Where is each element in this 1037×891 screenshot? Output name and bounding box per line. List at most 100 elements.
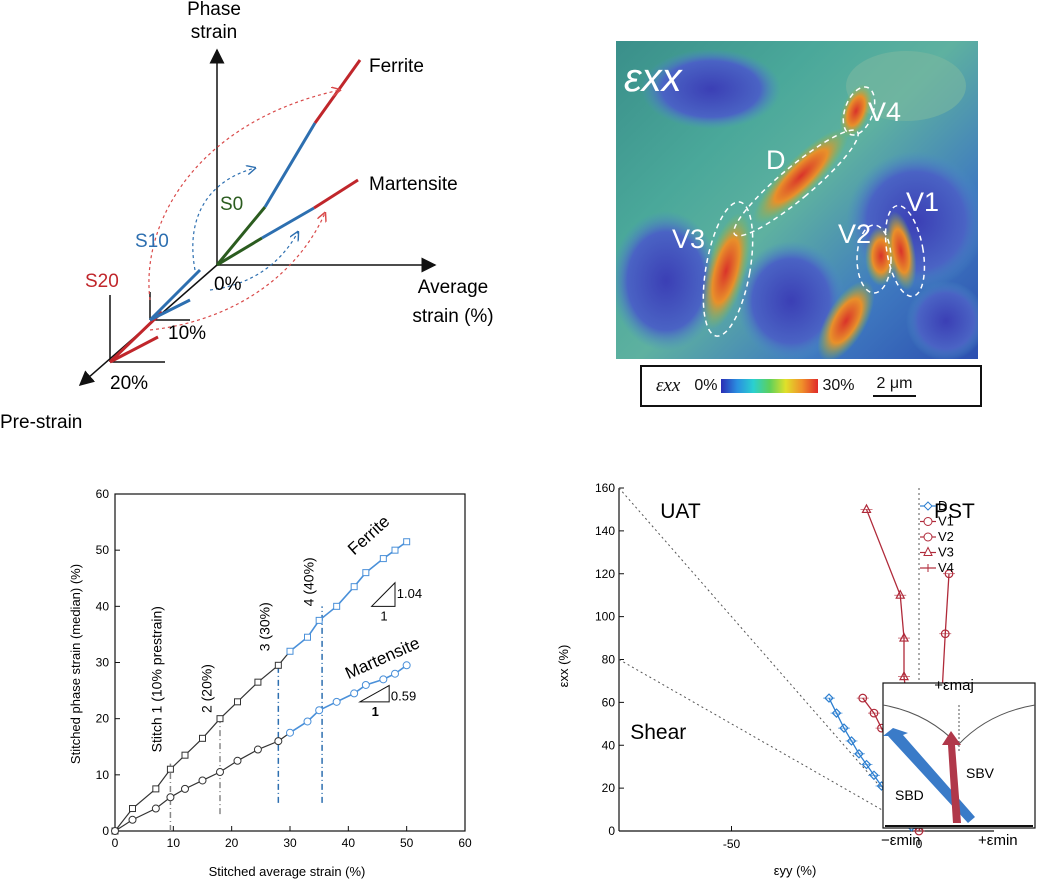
slope-value-ferrite: 1.04	[397, 586, 422, 601]
schematic-svg: Phase strain Average strain (%) Pre-stra…	[0, 0, 494, 433]
bl-x-tick-label: 30	[283, 836, 297, 850]
data-point-d	[854, 748, 864, 759]
region-label: UAT	[660, 500, 701, 523]
bl-series-label-ferrite: Ferrite	[344, 512, 393, 559]
data-point-ferrite	[333, 602, 341, 610]
data-point-ferrite	[391, 546, 399, 554]
br-x-tick-label: -50	[723, 837, 741, 851]
colorbar-max-label: 30%	[822, 377, 855, 394]
inset-arrow-label-v: SBV	[966, 765, 995, 781]
label-s20: S20	[85, 271, 119, 292]
bl-y-tick-label: 0	[102, 824, 109, 838]
data-point-d	[861, 759, 872, 770]
data-point-martensite	[111, 827, 119, 835]
bl-x-tick-label: 50	[400, 836, 414, 850]
data-point-v3	[899, 670, 909, 681]
bl-y-tick-label: 20	[96, 712, 110, 726]
data-point-d	[839, 723, 849, 733]
stitched-strain-chart: 0 10 20 30 40 50 60 0 10 20 30 40 50 60 Ferrite Martens…	[60, 478, 480, 886]
br-y-tick-label: 0	[608, 824, 615, 838]
inset-right-label: +εmin	[978, 832, 1018, 849]
scale-bar-label: 2 μm	[872, 375, 917, 397]
data-point-martensite	[233, 756, 242, 765]
br-y-tick-label: 120	[595, 567, 615, 581]
uat-reference-line	[618, 487, 920, 832]
slope-value-martensite: 0.59	[391, 689, 416, 704]
region-v3: V3	[672, 224, 705, 254]
bl-x-tick-label: 10	[167, 836, 181, 850]
bl-y-tick-label: 40	[96, 599, 110, 613]
strain-map-panel: εxx D V1 V2 V3 V4 εxx 0% 30% 2 μm	[612, 35, 982, 413]
data-point-ferrite	[254, 678, 262, 686]
legend-marker	[923, 517, 933, 526]
x-axis-label-1: Average	[418, 277, 488, 298]
data-point-martensite	[128, 815, 137, 824]
data-point-martensite	[286, 728, 294, 737]
bl-x-axis-label: Stitched average strain (%)	[209, 864, 366, 879]
strain-path-chart: -50 0 0 20 40 60 80 100 120 140 160 UAT PST Shear D V1 V…	[540, 478, 1037, 886]
data-point-ferrite	[286, 647, 294, 655]
label-s10: S10	[135, 231, 169, 252]
bl-y-axis-label: Stitched phase strain (median) (%)	[68, 564, 83, 764]
y-axis-label-1: Phase	[187, 0, 241, 20]
label-s0: S0	[220, 194, 243, 215]
label-ferrite: Ferrite	[369, 56, 424, 77]
shear-reference-line	[618, 659, 920, 832]
legend-marker	[923, 501, 933, 511]
tick-0: 0%	[214, 274, 242, 295]
martensite-red-segment	[313, 178, 359, 210]
data-point-martensite	[274, 737, 283, 746]
bl-plot-frame	[114, 493, 466, 832]
x-axis-label-2: strain (%)	[412, 306, 493, 327]
data-point-martensite	[332, 697, 341, 706]
data-point-d	[824, 693, 834, 703]
data-point-martensite	[402, 661, 411, 670]
data-point-martensite	[303, 717, 312, 726]
tick-10: 10%	[168, 323, 206, 344]
inset-arrow-label-d: SBD	[895, 787, 924, 803]
schematic-panel: Phase strain Average strain (%) Pre-stra…	[0, 0, 520, 440]
data-point-martensite	[361, 680, 370, 689]
data-point-v3	[899, 632, 909, 642]
s10-shift-arrow	[192, 168, 255, 271]
s20-martensite-line	[109, 335, 159, 364]
y-axis-label-2: strain	[191, 22, 237, 43]
s20-ferrite-line	[108, 310, 164, 364]
data-point-ferrite	[234, 698, 241, 706]
bl-x-tick-label: 0	[112, 836, 119, 850]
ferrite-red-segment	[313, 59, 362, 124]
slope-triangle-martensite	[358, 684, 390, 703]
bl-x-tick-label: 60	[458, 836, 472, 850]
data-point-v3	[895, 589, 906, 599]
data-point-martensite	[253, 745, 262, 754]
data-point-ferrite	[304, 633, 311, 641]
region-v2: V2	[838, 219, 871, 249]
slope-triangle-ferrite	[370, 581, 396, 607]
legend-marker	[923, 532, 933, 542]
data-point-ferrite	[315, 616, 323, 624]
strain-map-svg: εxx D V1 V2 V3 V4	[616, 49, 978, 359]
data-point-martensite	[315, 706, 324, 715]
s10-martensite-line	[149, 298, 191, 322]
stitch-label: Stitch 1 (10% prestrain)	[149, 606, 165, 752]
stitch-label: 4 (40%)	[300, 557, 316, 606]
map-title: εxx	[624, 56, 684, 100]
legend-label: V1	[938, 514, 954, 529]
label-martensite: Martensite	[369, 174, 458, 195]
br-y-tick-label: 80	[602, 653, 616, 667]
data-point-ferrite	[362, 569, 370, 577]
region-v1: V1	[906, 187, 939, 217]
data-point-ferrite	[129, 805, 136, 813]
data-point-ferrite	[216, 715, 224, 723]
stitch-label: 3 (30%)	[257, 602, 273, 651]
br-x-axis-label: εyy (%)	[774, 863, 817, 878]
legend-marker	[923, 546, 933, 556]
legend-label: V4	[938, 560, 954, 575]
data-point-martensite	[216, 768, 224, 777]
bl-x-tick-label: 40	[342, 836, 356, 850]
data-point-ferrite	[403, 538, 411, 546]
data-point-martensite	[166, 793, 175, 802]
data-point-martensite	[391, 669, 399, 678]
s20-shift-arrow	[148, 90, 340, 301]
data-point-martensite	[379, 675, 388, 684]
